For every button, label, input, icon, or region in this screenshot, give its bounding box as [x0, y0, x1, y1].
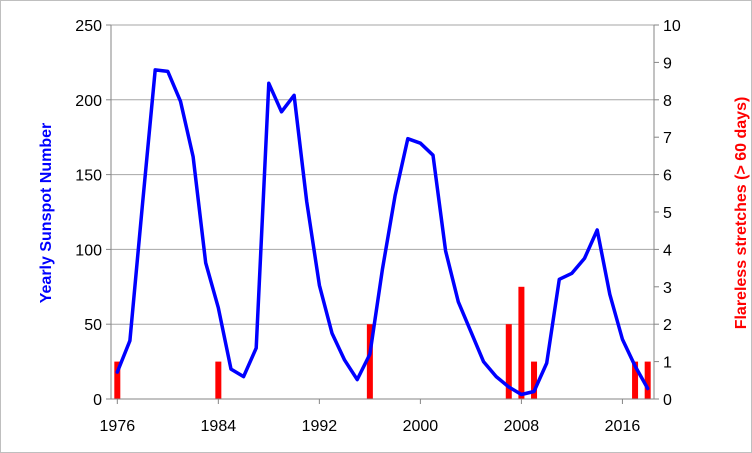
y-right-tick-label: 4: [663, 242, 672, 259]
line-series: [115, 68, 650, 397]
y-axis-left-title: Yearly Sunspot Number: [38, 123, 55, 304]
y-left-tick-label: 200: [75, 93, 102, 110]
x-tick-label: 2008: [504, 418, 540, 435]
y-left-tick-label: 100: [75, 242, 102, 259]
y-right-tick-label: 1: [663, 355, 672, 372]
gridlines: [111, 24, 654, 400]
x-tick-label: 1976: [100, 418, 136, 435]
x-tick-label: 1984: [201, 418, 237, 435]
y-right-tick-label: 3: [663, 280, 672, 297]
y-right-tick-label: 5: [663, 205, 672, 222]
y-right-tick-label: 9: [663, 55, 672, 72]
y-left-tick-label: 0: [93, 392, 102, 409]
flareless-bar: [114, 361, 121, 399]
y-right-tick-label: 6: [663, 168, 672, 185]
y-right-tick-label: 7: [663, 130, 672, 147]
y-left-tick-label: 50: [84, 317, 102, 334]
y-right-tick-label: 10: [663, 18, 681, 35]
y-right-tick-label: 0: [663, 392, 672, 409]
flareless-bar: [518, 286, 525, 399]
y-right-tick-label: 8: [663, 93, 672, 110]
flareless-bar: [366, 324, 373, 399]
tick-labels: 0 50 100 150 200 250 0 1 2 3 4 5 6 7 8 9 10 1976 1984 1992 2…: [75, 18, 681, 435]
flareless-bar: [644, 361, 651, 399]
flareless-bar: [215, 361, 222, 399]
y-right-tick-label: 2: [663, 317, 672, 334]
x-tick-label: 2000: [403, 418, 439, 435]
sunspot-line: [115, 68, 650, 397]
flareless-bar: [531, 361, 538, 399]
axes: [106, 24, 659, 404]
y-left-tick-label: 150: [75, 168, 102, 185]
y-axis-right-title: Flareless stretches (> 60 days): [733, 97, 750, 330]
flareless-bar: [505, 324, 512, 399]
x-tick-label: 1992: [302, 418, 338, 435]
x-tick-label: 2016: [605, 418, 641, 435]
flareless-bar: [632, 361, 639, 399]
y-left-tick-label: 250: [75, 18, 102, 35]
bar-series: [114, 286, 651, 399]
